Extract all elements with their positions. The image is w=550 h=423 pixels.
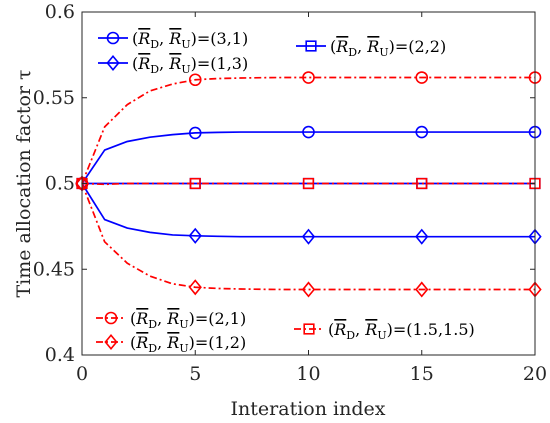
- data-point-marker: [302, 177, 315, 190]
- x-tick-label: 10: [296, 363, 320, 385]
- x-tick-label: 20: [523, 363, 547, 385]
- series-line-1: [81, 183, 535, 238]
- axis-ticks: [81, 11, 536, 356]
- data-point-marker: [416, 177, 428, 190]
- data-point-marker: [415, 228, 429, 245]
- legend-label: (RD, RU)=(1,2): [130, 333, 246, 355]
- data-point-marker: [415, 71, 429, 84]
- data-point-marker: [188, 279, 202, 296]
- legend-entry: (RD, RU)=(2,1): [96, 309, 246, 331]
- series-line-0: [81, 131, 535, 184]
- data-point-marker: [415, 281, 429, 298]
- series-line-5: [81, 182, 535, 186]
- y-tick-label: 0.45: [33, 258, 75, 280]
- legend-entry: (RD, RU)=(1,3): [98, 54, 248, 76]
- legend-label: (RD, RU)=(1,3): [132, 54, 248, 76]
- legend-top-left: (RD, RU)=(3,1) (RD, RU)=(1,3): [98, 29, 248, 76]
- legend-swatch-marker: [303, 323, 315, 335]
- legend-entry: (RD, RU)=(1.5,1.5): [294, 320, 475, 342]
- series-lines: [81, 76, 535, 291]
- legend-swatch-marker: [104, 333, 118, 351]
- legends: (RD, RU)=(3,1) (RD, RU)=(1,3) (RD, RU)=(2,…: [96, 29, 475, 355]
- data-point-marker: [188, 126, 202, 140]
- y-tick-label: 0.5: [45, 173, 75, 195]
- legend-entry: (RD, RU)=(3,1): [98, 29, 248, 51]
- series-line-4: [81, 183, 535, 291]
- legend-label: (RD, RU)=(1.5,1.5): [328, 320, 475, 342]
- data-point-marker: [302, 125, 315, 139]
- legend-label: (RD, RU)=(3,1): [132, 29, 248, 51]
- y-tick-label: 0.4: [45, 344, 75, 366]
- legend-bottom-left: (RD, RU)=(2,1)(RD, RU)=(1,2): [96, 309, 246, 355]
- x-axis-label: Interation index: [231, 398, 386, 420]
- axis-tick-labels: 0 5 10 15 20 0.4 0.45 0.5 0.55 0.6: [33, 1, 547, 385]
- legend-entry: (RD, RU)=(2,2): [296, 37, 446, 59]
- series-line-3: [81, 76, 535, 184]
- y-tick-label: 0.55: [33, 87, 75, 109]
- x-tick-label: 5: [189, 363, 201, 385]
- legend-label: (RD, RU)=(2,2): [330, 37, 446, 59]
- data-point-marker: [188, 227, 202, 244]
- x-tick-label: 0: [76, 363, 88, 385]
- legend-swatch-marker: [305, 40, 317, 52]
- data-point-marker: [188, 73, 202, 87]
- data-point-marker: [189, 177, 201, 190]
- legend-swatch-marker: [104, 311, 118, 325]
- data-point-marker: [301, 228, 316, 245]
- legend-swatch-marker: [106, 31, 120, 45]
- x-tick-label: 15: [410, 363, 434, 385]
- legend-swatch-marker: [106, 54, 120, 72]
- data-point-marker: [301, 281, 316, 298]
- data-point-marker: [415, 125, 429, 139]
- legend-label: (RD, RU)=(2,1): [130, 309, 246, 331]
- legend-bottom-right: (RD, RU)=(1.5,1.5): [294, 320, 475, 342]
- y-axis-label: Time allocation factor τ: [13, 69, 35, 297]
- legend-entry: (RD, RU)=(1,2): [96, 333, 246, 355]
- y-tick-label: 0.6: [45, 1, 75, 23]
- data-point-marker: [302, 71, 315, 84]
- legend-top-right: (RD, RU)=(2,2): [296, 37, 446, 59]
